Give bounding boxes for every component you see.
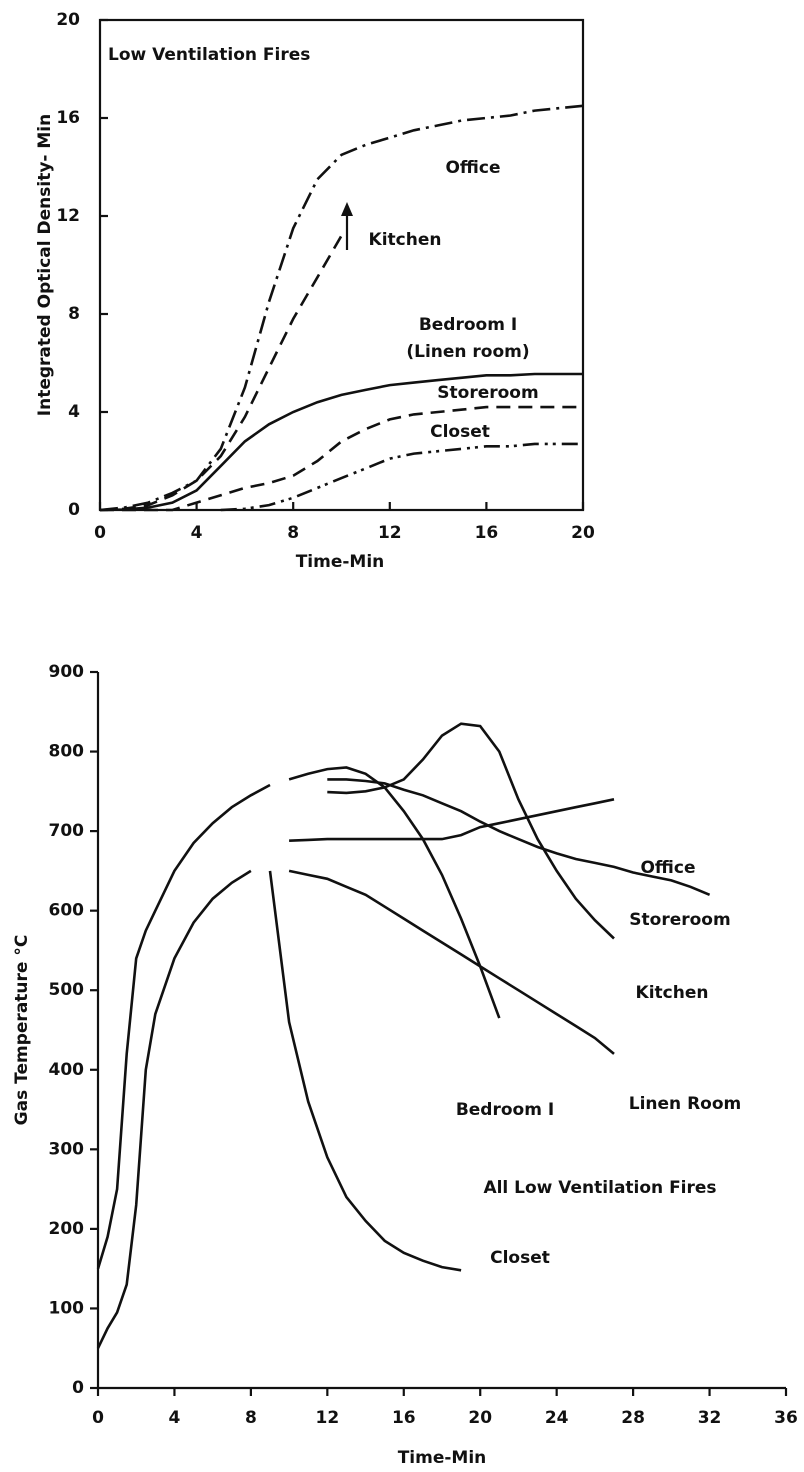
series-label: Office — [640, 858, 695, 878]
series-line — [288, 766, 501, 1019]
x-tick-label: 20 — [571, 523, 595, 543]
series-line — [96, 783, 271, 1270]
x-tick-label: 20 — [468, 1408, 492, 1428]
x-tick-label: 24 — [545, 1408, 569, 1428]
y-tick-label: 4 — [68, 402, 80, 422]
x-tick-label: 16 — [475, 523, 499, 543]
x-axis-title: Time-Min — [398, 1448, 487, 1468]
series-line — [327, 722, 615, 940]
series-line — [268, 870, 462, 1272]
series-label: Office — [445, 158, 500, 178]
series-line — [99, 372, 583, 512]
series-label: Closet — [430, 422, 490, 442]
y-tick-label: 800 — [49, 742, 85, 762]
y-tick-label: 600 — [49, 901, 85, 921]
series-label: Bedroom I — [419, 315, 517, 335]
x-tick-label: 8 — [287, 523, 299, 543]
x-tick-label: 12 — [378, 523, 402, 543]
y-tick-label: 100 — [49, 1298, 85, 1318]
series-line — [96, 869, 252, 1349]
series-line — [99, 234, 343, 512]
y-tick-label: 700 — [49, 821, 85, 841]
series-label: Storeroom — [629, 910, 730, 930]
y-axis-title: Gas Temperature °C — [12, 935, 32, 1126]
x-tick-label: 4 — [169, 1408, 181, 1428]
series-line — [220, 442, 583, 512]
series-label: Bedroom I — [456, 1100, 554, 1120]
x-tick-label: 32 — [698, 1408, 722, 1428]
series-label: Linen Room — [629, 1094, 741, 1114]
annotation: (Linen room) — [406, 342, 529, 362]
series-line — [289, 798, 615, 842]
y-tick-label: 200 — [49, 1219, 85, 1239]
y-tick-label: 16 — [56, 108, 80, 128]
y-tick-label: 900 — [49, 662, 85, 682]
x-tick-label: 12 — [315, 1408, 339, 1428]
y-tick-label: 12 — [56, 206, 80, 226]
x-tick-label: 0 — [94, 523, 106, 543]
y-tick-label: 20 — [56, 10, 80, 30]
x-axis-title: Time-Min — [296, 552, 385, 572]
x-tick-label: 0 — [92, 1408, 104, 1428]
y-tick-label: 0 — [72, 1378, 84, 1398]
series-label: Kitchen — [636, 983, 709, 1003]
y-tick-label: 400 — [49, 1060, 85, 1080]
x-tick-label: 4 — [191, 523, 203, 543]
y-tick-label: 300 — [49, 1139, 85, 1159]
y-axis-title: Integrated Optical Density- Min — [35, 114, 55, 416]
annotation: All Low Ventilation Fires — [483, 1178, 716, 1198]
series-label: Storeroom — [437, 383, 538, 403]
series-label: Closet — [490, 1248, 550, 1268]
series-label: Kitchen — [369, 230, 442, 250]
x-tick-label: 8 — [245, 1408, 257, 1428]
series-line — [288, 869, 615, 1055]
series-line — [99, 104, 584, 512]
annotation: Low Ventilation Fires — [108, 45, 310, 65]
kitchen-arrow-head — [341, 202, 353, 216]
x-tick-label: 16 — [392, 1408, 416, 1428]
x-tick-label: 36 — [774, 1408, 798, 1428]
y-tick-label: 500 — [49, 980, 85, 1000]
y-tick-label: 0 — [68, 500, 80, 520]
plot-frame — [98, 18, 585, 512]
x-tick-label: 28 — [621, 1408, 645, 1428]
series-line — [100, 405, 583, 512]
y-tick-label: 8 — [68, 304, 80, 324]
